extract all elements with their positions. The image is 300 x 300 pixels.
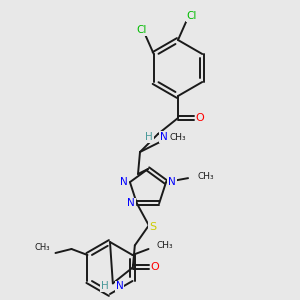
Text: N: N	[127, 198, 135, 208]
Text: H: H	[145, 132, 153, 142]
Text: N: N	[116, 281, 124, 291]
Text: CH₃: CH₃	[35, 244, 50, 253]
Text: CH₃: CH₃	[197, 172, 214, 181]
Text: Cl: Cl	[187, 11, 197, 21]
Text: O: O	[196, 113, 204, 123]
Text: O: O	[151, 262, 159, 272]
Text: CH₃: CH₃	[170, 134, 187, 142]
Text: S: S	[149, 222, 156, 233]
Text: N: N	[120, 177, 128, 187]
Text: CH₃: CH₃	[157, 242, 173, 250]
Text: N: N	[168, 177, 176, 187]
Text: H: H	[101, 281, 109, 291]
Text: Cl: Cl	[136, 25, 147, 35]
Text: N: N	[160, 132, 168, 142]
